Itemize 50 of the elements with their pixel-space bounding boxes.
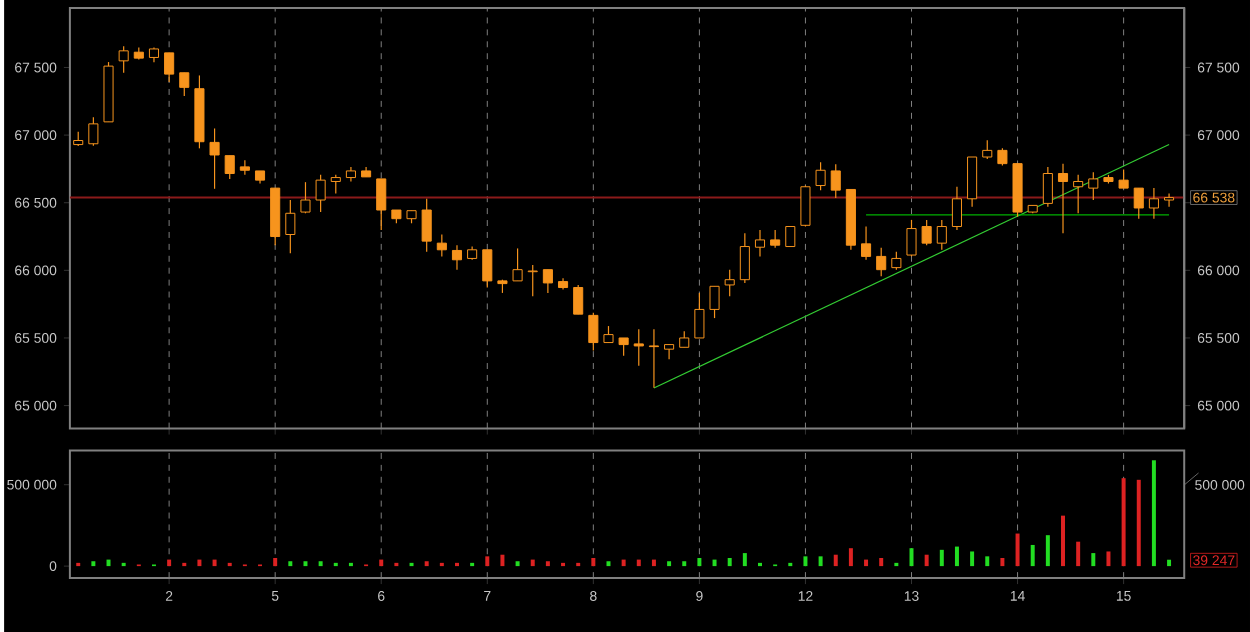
candlestick	[209, 127, 220, 190]
candlestick	[921, 219, 932, 246]
candlestick	[830, 163, 841, 199]
candlestick	[648, 328, 659, 389]
candlestick	[967, 156, 978, 208]
candlestick	[709, 285, 720, 319]
candlestick	[1088, 171, 1099, 201]
candlestick	[906, 219, 917, 258]
candlestick	[300, 181, 311, 214]
candlestick	[1148, 187, 1159, 220]
candlestick	[376, 178, 387, 231]
candlestick	[224, 155, 235, 180]
candlestick	[542, 269, 553, 294]
candlestick	[936, 219, 947, 251]
candlestick	[588, 312, 599, 352]
candlestick	[482, 249, 493, 289]
candlestick	[724, 269, 735, 297]
candlestick	[451, 244, 463, 271]
candlestick	[512, 247, 523, 282]
candlestick	[1118, 169, 1129, 189]
candlestick	[739, 232, 750, 284]
candlestick	[527, 264, 538, 297]
candlestick	[1057, 163, 1069, 234]
candlestick	[861, 225, 872, 261]
candlestick	[179, 72, 190, 97]
candlestick	[785, 226, 796, 248]
candlestick	[1073, 174, 1084, 214]
candlestick	[88, 116, 99, 147]
candlestick	[1133, 187, 1144, 220]
candlestick	[876, 247, 887, 277]
candlestick	[754, 229, 766, 258]
candlestick	[633, 328, 644, 367]
candlestick	[800, 184, 811, 228]
candlestick	[694, 292, 705, 339]
candlestick	[164, 52, 175, 83]
candlestick	[1042, 166, 1053, 208]
candlestick	[815, 161, 826, 191]
candlestick	[421, 198, 432, 253]
candlestick	[285, 199, 296, 254]
candlestick	[1164, 192, 1175, 208]
candlestick	[118, 45, 129, 74]
candlestick	[436, 233, 447, 258]
candlestick	[315, 174, 326, 213]
candlestick	[982, 139, 993, 160]
candlestick	[330, 174, 341, 195]
candlestick	[664, 344, 675, 360]
candlestick	[951, 186, 962, 231]
candlestick	[573, 284, 584, 315]
candlestick	[770, 229, 781, 249]
candlestick	[239, 159, 250, 176]
